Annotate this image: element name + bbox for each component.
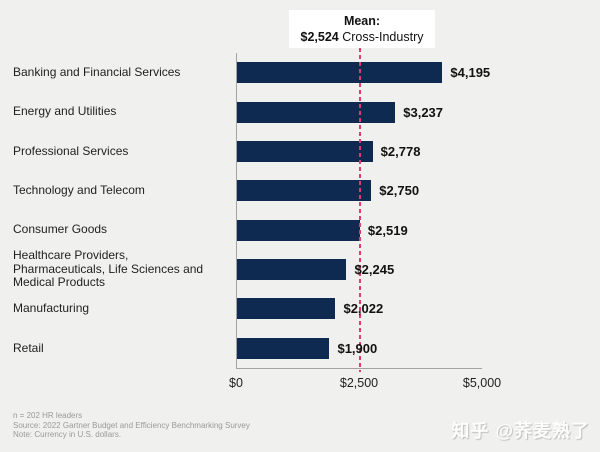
chart-row: Retail $1,900 bbox=[0, 329, 600, 368]
bar bbox=[236, 259, 347, 281]
mean-label: Mean: bbox=[343, 14, 381, 28]
chart-rows: Banking and Financial Services $4,195 Ener… bbox=[0, 53, 600, 368]
category-label: Consumer Goods bbox=[13, 222, 108, 237]
x-tick-0: $0 bbox=[229, 376, 243, 390]
value-label: $2,022 bbox=[343, 301, 384, 317]
footnote-source: Source: 2022 Gartner Budget and Efficien… bbox=[13, 420, 250, 430]
footnote-note: Note: Currency in U.S. dollars. bbox=[13, 430, 122, 439]
x-tick-5000: $5,000 bbox=[462, 376, 502, 390]
chart-row: Professional Services $2,778 bbox=[0, 132, 600, 171]
chart-row: Healthcare Providers, Pharmaceuticals, L… bbox=[0, 248, 600, 290]
bar-area: $2,245 bbox=[236, 250, 394, 289]
bar bbox=[236, 62, 443, 84]
bar bbox=[236, 219, 360, 241]
bar-area: $2,022 bbox=[236, 289, 383, 328]
category-label: Professional Services bbox=[13, 143, 129, 158]
value-label: $2,750 bbox=[379, 183, 420, 199]
bar-area: $2,519 bbox=[236, 211, 408, 250]
category-label: Retail bbox=[13, 340, 44, 355]
value-label: $2,519 bbox=[367, 222, 408, 238]
bar-area: $4,195 bbox=[236, 53, 490, 92]
chart-row: Technology and Telecom $2,750 bbox=[0, 171, 600, 210]
value-label: $2,778 bbox=[380, 143, 421, 159]
footnotes: n = 202 HR leaders Source: 2022 Gartner … bbox=[13, 411, 250, 440]
bar-area: $2,778 bbox=[236, 132, 420, 171]
value-label: $4,195 bbox=[450, 65, 491, 81]
bar-area: $2,750 bbox=[236, 171, 419, 210]
chart-row: Manufacturing $2,022 bbox=[0, 289, 600, 328]
bar-area: $1,900 bbox=[236, 329, 377, 368]
chart-row: Energy and Utilities $3,237 bbox=[0, 92, 600, 131]
bar bbox=[236, 140, 373, 162]
y-axis-line bbox=[236, 53, 237, 368]
watermark: 知乎 @荞麦熟了 bbox=[451, 417, 590, 443]
value-label: $3,237 bbox=[403, 104, 444, 120]
x-tick-2500: $2,500 bbox=[339, 376, 379, 390]
mean-suffix: Cross-Industry bbox=[338, 30, 424, 44]
category-label: Energy and Utilities bbox=[13, 104, 117, 119]
footnote-sample: n = 202 HR leaders bbox=[13, 411, 83, 420]
bar bbox=[236, 180, 372, 202]
bar-area: $3,237 bbox=[236, 92, 443, 131]
mean-value: $2,524 bbox=[300, 30, 339, 44]
bar bbox=[236, 337, 330, 359]
mean-annotation: Mean: $2,524 Cross-Industry bbox=[289, 10, 435, 48]
mean-dashed-line bbox=[359, 48, 362, 372]
x-axis-line bbox=[236, 368, 482, 369]
category-label: Technology and Telecom bbox=[13, 183, 145, 198]
bar bbox=[236, 101, 396, 123]
bar bbox=[236, 298, 336, 320]
chart-row: Consumer Goods $2,519 bbox=[0, 211, 600, 250]
category-label: Healthcare Providers, Pharmaceuticals, L… bbox=[13, 248, 204, 290]
chart-row: Banking and Financial Services $4,195 bbox=[0, 53, 600, 92]
watermark-user: @荞麦熟了 bbox=[495, 421, 590, 441]
mean-value-line: $2,524 Cross-Industry bbox=[301, 29, 424, 45]
value-label: $1,900 bbox=[337, 340, 378, 356]
watermark-brand: 知乎 bbox=[451, 421, 490, 441]
category-label: Manufacturing bbox=[13, 301, 90, 316]
value-label: $2,245 bbox=[354, 262, 395, 278]
category-label: Banking and Financial Services bbox=[13, 64, 181, 79]
